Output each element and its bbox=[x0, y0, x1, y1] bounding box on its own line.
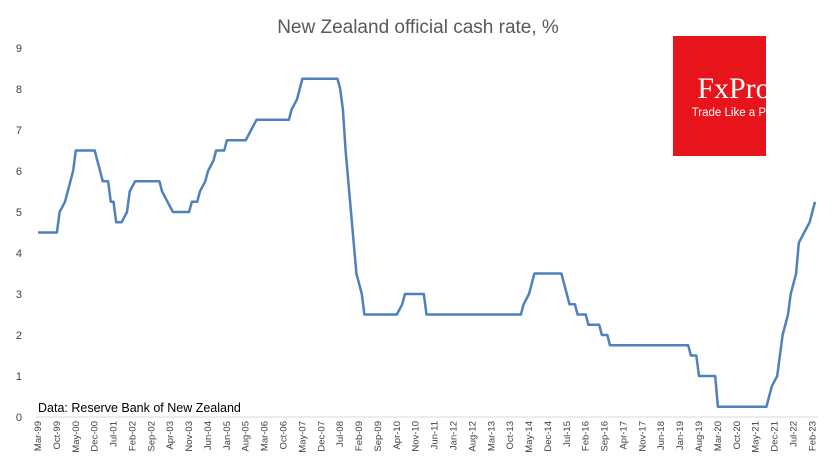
series-line-cash-rate bbox=[38, 77, 817, 409]
x-tick-label: Feb-16 bbox=[581, 421, 592, 451]
chart-title: New Zealand official cash rate, % bbox=[277, 17, 559, 38]
x-tick-label: Nov-10 bbox=[411, 421, 422, 452]
x-tick-label: Nov-03 bbox=[184, 421, 195, 452]
y-tick-label: 3 bbox=[16, 289, 22, 301]
x-tick-label: Sep-02 bbox=[146, 421, 157, 452]
x-tick-label: Jan-12 bbox=[448, 421, 459, 450]
x-axis-ticks: Mar-99 Oct-99 May-00 Dec-00 Jul-01 Feb-02 Sep-… bbox=[33, 421, 818, 453]
x-tick-label: Jul-08 bbox=[335, 421, 346, 447]
x-tick-label: Sep-09 bbox=[373, 421, 384, 452]
x-tick-label: Aug-19 bbox=[694, 421, 705, 452]
source-note: Data: Reserve Bank of New Zealand bbox=[38, 401, 241, 415]
y-tick-label: 7 bbox=[16, 125, 22, 137]
x-tick-label: Mar-99 bbox=[33, 421, 44, 451]
y-tick-label: 9 bbox=[16, 43, 22, 55]
x-tick-label: Mar-13 bbox=[486, 421, 497, 451]
x-tick-label: Jun-18 bbox=[656, 421, 667, 450]
fxpro-logo: FxPro Trade Like a Pro bbox=[673, 36, 776, 156]
x-tick-label: Dec-00 bbox=[90, 421, 101, 452]
x-tick-label: Dec-14 bbox=[543, 421, 554, 452]
x-tick-label: May-07 bbox=[297, 421, 308, 453]
logo-background bbox=[673, 36, 766, 156]
x-tick-label: Apr-10 bbox=[392, 421, 403, 450]
x-tick-label: Jun-11 bbox=[430, 421, 441, 449]
x-tick-label: Sep-16 bbox=[600, 421, 611, 452]
y-tick-label: 2 bbox=[16, 330, 22, 342]
y-tick-label: 8 bbox=[16, 84, 22, 96]
y-axis-ticks: 0 1 2 3 4 5 6 7 8 9 bbox=[16, 43, 22, 424]
x-tick-label: Oct-99 bbox=[52, 421, 63, 450]
x-tick-label: Jan-05 bbox=[222, 421, 233, 450]
x-tick-label: Feb-02 bbox=[127, 421, 138, 451]
x-tick-label: Oct-06 bbox=[279, 421, 290, 450]
x-tick-label: May-00 bbox=[71, 421, 82, 453]
x-tick-label: Nov-17 bbox=[637, 421, 648, 452]
x-tick-label: Apr-03 bbox=[165, 421, 176, 450]
y-tick-label: 0 bbox=[16, 412, 22, 424]
x-tick-label: Jun-04 bbox=[203, 421, 214, 450]
x-tick-label: Feb-23 bbox=[807, 421, 818, 451]
logo-tagline: Trade Like a Pro bbox=[692, 107, 777, 119]
x-tick-label: Jul-01 bbox=[109, 421, 120, 447]
y-tick-label: 6 bbox=[16, 166, 22, 178]
x-tick-label: May-21 bbox=[751, 421, 762, 453]
x-tick-label: Jan-19 bbox=[675, 421, 686, 450]
x-tick-label: Feb-09 bbox=[354, 421, 365, 451]
x-tick-label: Mar-20 bbox=[713, 421, 724, 451]
y-tick-label: 5 bbox=[16, 207, 22, 219]
x-tick-label: Apr-17 bbox=[618, 421, 629, 450]
y-tick-label: 4 bbox=[16, 248, 22, 260]
x-tick-label: Mar-06 bbox=[260, 421, 271, 451]
logo-brand: FxPro bbox=[697, 72, 770, 105]
x-tick-label: Aug-12 bbox=[467, 421, 478, 452]
y-tick-label: 1 bbox=[16, 371, 22, 383]
x-tick-label: Dec-07 bbox=[316, 421, 327, 452]
x-tick-label: May-14 bbox=[524, 421, 535, 453]
x-tick-label: Oct-20 bbox=[732, 421, 743, 450]
x-tick-label: Dec-21 bbox=[770, 421, 781, 452]
x-tick-label: Oct-13 bbox=[505, 421, 516, 450]
x-tick-label: Aug-05 bbox=[241, 421, 252, 452]
x-tick-label: Jul-22 bbox=[788, 421, 799, 447]
x-tick-label: Jul-15 bbox=[562, 421, 573, 447]
